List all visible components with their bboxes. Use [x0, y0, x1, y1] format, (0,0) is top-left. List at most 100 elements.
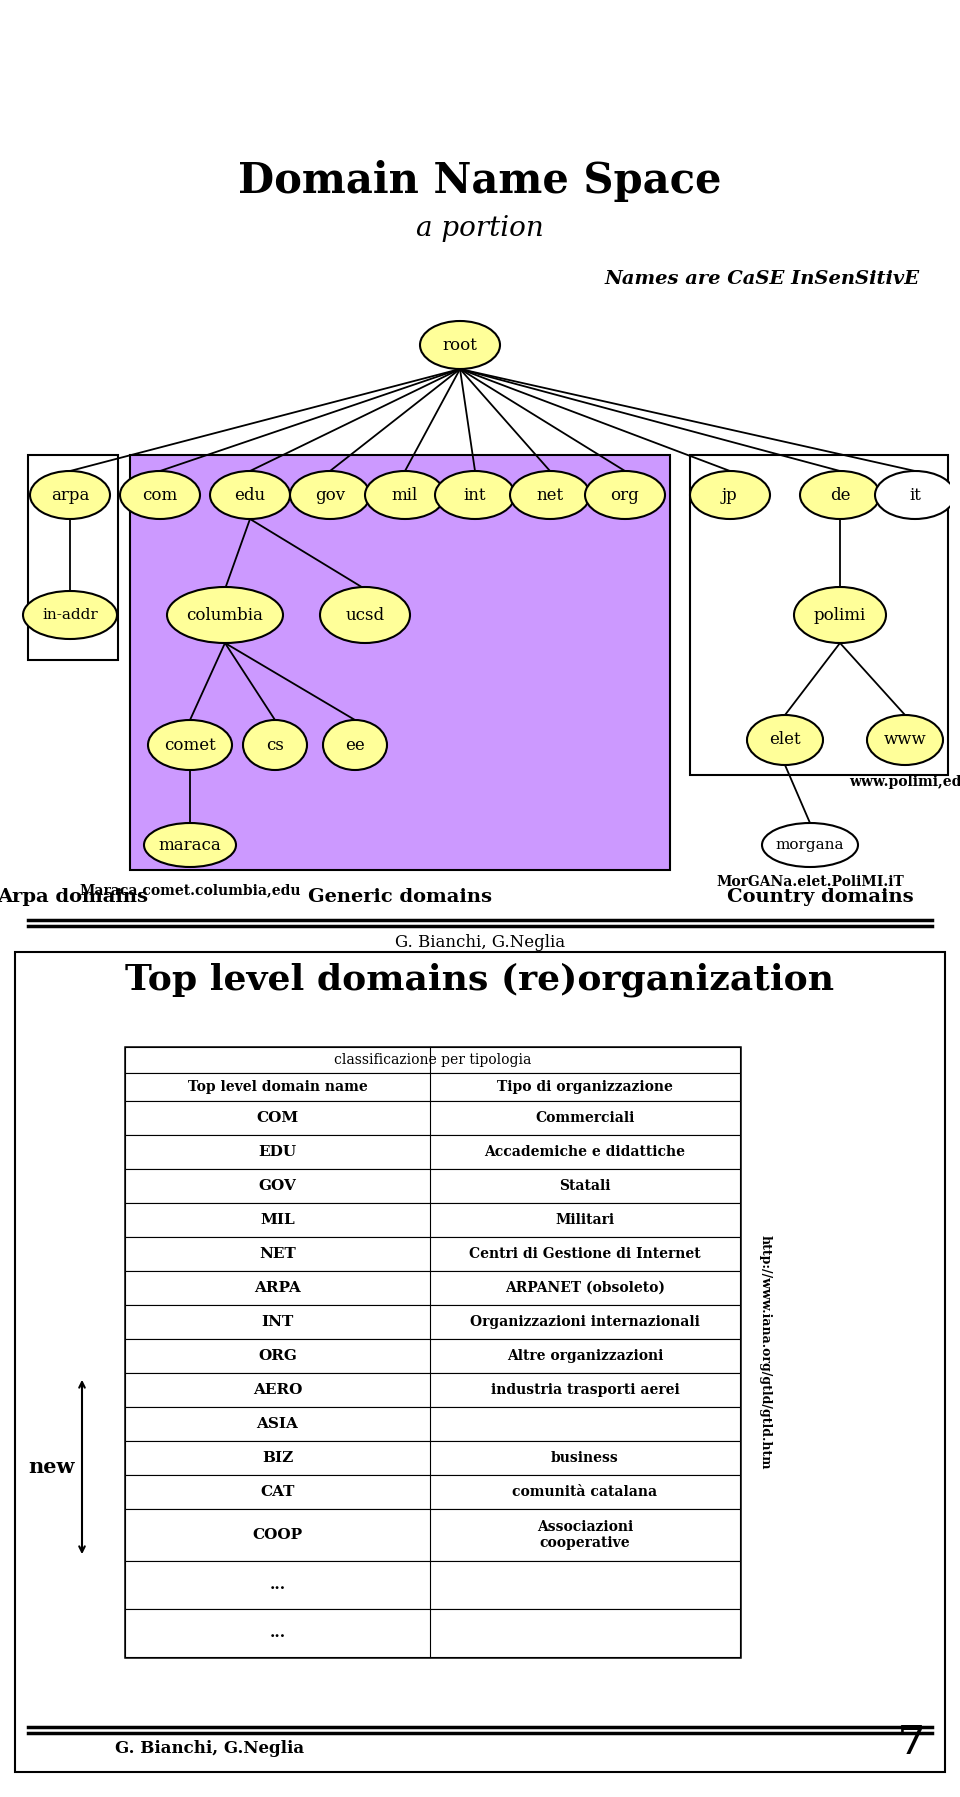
Text: Domain Name Space: Domain Name Space: [238, 160, 722, 201]
Text: root: root: [443, 336, 477, 354]
Text: NET: NET: [259, 1247, 296, 1261]
Ellipse shape: [210, 471, 290, 519]
Text: Altre organizzazioni: Altre organizzazioni: [507, 1350, 663, 1362]
Text: COM: COM: [256, 1111, 299, 1125]
Text: ...: ...: [270, 1626, 285, 1641]
Bar: [130, 455, 670, 870]
Text: ORG: ORG: [258, 1350, 297, 1362]
Text: Militari: Militari: [556, 1213, 614, 1227]
Bar: [125, 1202, 740, 1236]
Text: in-addr: in-addr: [42, 607, 98, 622]
Text: 7: 7: [898, 1723, 925, 1763]
Bar: [28, 455, 118, 659]
Text: cs: cs: [266, 737, 284, 753]
Text: business: business: [551, 1450, 619, 1465]
Text: Generic domains: Generic domains: [308, 888, 492, 906]
Text: www: www: [883, 731, 926, 749]
Bar: [125, 1136, 740, 1170]
Text: BIZ: BIZ: [262, 1450, 293, 1465]
Bar: [125, 1048, 740, 1073]
Bar: [125, 1509, 740, 1562]
Bar: [125, 1608, 740, 1657]
Text: GOV: GOV: [258, 1179, 297, 1193]
Text: Tipo di organizzazione: Tipo di organizzazione: [497, 1080, 673, 1094]
Text: ARPA: ARPA: [254, 1281, 300, 1296]
Text: arpa: arpa: [51, 487, 89, 503]
Bar: [125, 1236, 740, 1270]
Text: Maraca.comet.columbia,edu: Maraca.comet.columbia,edu: [80, 882, 300, 897]
Text: comunità catalana: comunità catalana: [513, 1484, 658, 1499]
Text: G. Bianchi, G.Neglia: G. Bianchi, G.Neglia: [115, 1739, 304, 1757]
Bar: [125, 1102, 740, 1136]
Text: http://www.iana.org/gtld/gtld.htm: http://www.iana.org/gtld/gtld.htm: [758, 1235, 772, 1470]
Bar: [125, 1339, 740, 1373]
Text: Arpa domains: Arpa domains: [0, 888, 149, 906]
Text: ...: ...: [270, 1578, 285, 1592]
Text: a portion: a portion: [416, 216, 544, 243]
Text: com: com: [142, 487, 178, 503]
Text: COOP: COOP: [252, 1527, 302, 1542]
Text: Accademiche e didattiche: Accademiche e didattiche: [485, 1145, 685, 1159]
Ellipse shape: [800, 471, 880, 519]
Text: mil: mil: [392, 487, 419, 503]
Text: Commerciali: Commerciali: [536, 1111, 635, 1125]
Text: morgana: morgana: [776, 837, 844, 852]
Ellipse shape: [762, 823, 858, 866]
Bar: [125, 1270, 740, 1305]
Text: www.polimi,edu: www.polimi,edu: [849, 775, 960, 789]
Ellipse shape: [747, 715, 823, 766]
Bar: [125, 1373, 740, 1407]
Text: gov: gov: [315, 487, 345, 503]
Ellipse shape: [875, 471, 955, 519]
Bar: [125, 1475, 740, 1509]
Text: ASIA: ASIA: [256, 1418, 299, 1430]
Ellipse shape: [167, 588, 283, 643]
Ellipse shape: [243, 721, 307, 769]
Text: classificazione per tipologia: classificazione per tipologia: [334, 1053, 531, 1067]
Bar: [125, 1407, 740, 1441]
Text: de: de: [829, 487, 851, 503]
Text: INT: INT: [261, 1315, 294, 1330]
Text: polimi: polimi: [814, 607, 866, 624]
Ellipse shape: [510, 471, 590, 519]
Text: ucsd: ucsd: [346, 607, 385, 624]
Text: ee: ee: [346, 737, 365, 753]
Text: Top level domains (re)organization: Top level domains (re)organization: [126, 961, 834, 997]
Text: Organizzazioni internazionali: Organizzazioni internazionali: [470, 1315, 700, 1330]
Ellipse shape: [435, 471, 515, 519]
Text: Names are CaSE InSenSitivE: Names are CaSE InSenSitivE: [605, 270, 920, 288]
Bar: [125, 1562, 740, 1608]
Text: it: it: [909, 487, 921, 503]
Ellipse shape: [585, 471, 665, 519]
Text: elet: elet: [769, 731, 801, 749]
Ellipse shape: [323, 721, 387, 769]
Text: edu: edu: [234, 487, 266, 503]
Text: MorGANa.elet.PoliMI.iT: MorGANa.elet.PoliMI.iT: [716, 875, 904, 890]
Ellipse shape: [144, 823, 236, 866]
Text: Country domains: Country domains: [727, 888, 913, 906]
Text: Centri di Gestione di Internet: Centri di Gestione di Internet: [469, 1247, 701, 1261]
Text: EDU: EDU: [258, 1145, 297, 1159]
Text: net: net: [537, 487, 564, 503]
Text: jp: jp: [722, 487, 738, 503]
Ellipse shape: [420, 322, 500, 368]
Ellipse shape: [120, 471, 200, 519]
Text: Associazioni
cooperative: Associazioni cooperative: [537, 1520, 634, 1551]
Ellipse shape: [365, 471, 445, 519]
Ellipse shape: [148, 721, 232, 769]
Text: AERO: AERO: [252, 1384, 302, 1396]
Text: new: new: [29, 1457, 75, 1477]
Text: int: int: [464, 487, 487, 503]
Text: org: org: [611, 487, 639, 503]
Bar: [125, 1073, 740, 1102]
Text: ARPANET (obsoleto): ARPANET (obsoleto): [505, 1281, 665, 1296]
Bar: [125, 1441, 740, 1475]
Text: maraca: maraca: [158, 836, 222, 854]
Bar: [125, 1305, 740, 1339]
Bar: [125, 1170, 740, 1202]
Text: MIL: MIL: [260, 1213, 295, 1227]
Text: Top level domain name: Top level domain name: [187, 1080, 368, 1094]
Text: Statali: Statali: [560, 1179, 611, 1193]
Text: CAT: CAT: [260, 1484, 295, 1499]
Ellipse shape: [290, 471, 370, 519]
